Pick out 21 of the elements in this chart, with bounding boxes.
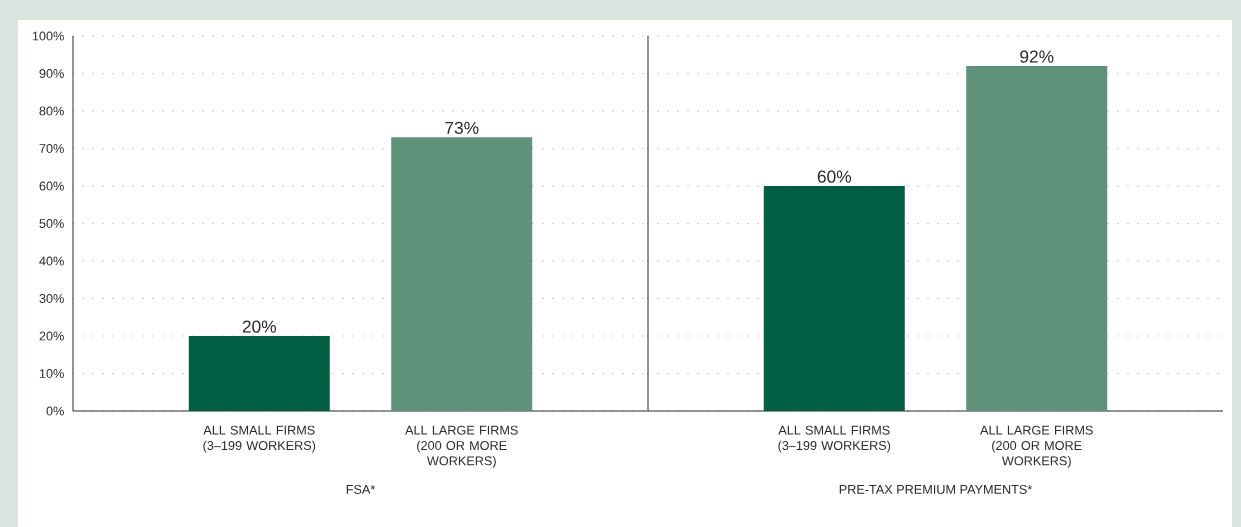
y-tick-label: 60% (39, 181, 64, 191)
y-tick-label: 20% (39, 331, 64, 341)
y-tick-label: 40% (39, 256, 64, 266)
y-tick-label: 10% (39, 369, 64, 378)
y-tick-label: 70% (39, 144, 64, 153)
x-axis-title: PRE-TAX PREMIUM PAYMENTS* (839, 484, 1033, 494)
data-label: 60% (817, 170, 852, 183)
y-tick-label: 30% (39, 294, 64, 303)
x-tick-label: ALL LARGE FIRMS (200 OR MORE WORKERS) (980, 425, 1093, 468)
y-tick-label: 90% (39, 69, 64, 78)
y-tick-label: 80% (39, 106, 64, 116)
x-tick-label: ALL LARGE FIRMS (200 OR MORE WORKERS) (405, 425, 518, 468)
y-tick-label: 0% (46, 406, 64, 416)
y-tick-label: 50% (39, 219, 64, 228)
data-label: 92% (1020, 50, 1054, 63)
x-tick-label: ALL SMALL FIRMS (3–199 WORKERS) (778, 425, 891, 453)
y-tick-label: 100% (32, 31, 64, 41)
data-label: 20% (242, 320, 277, 333)
x-axis-title: FSA* (346, 484, 376, 494)
x-tick-label: ALL SMALL FIRMS (3–199 WORKERS) (203, 425, 316, 453)
data-label: 73% (445, 121, 479, 134)
